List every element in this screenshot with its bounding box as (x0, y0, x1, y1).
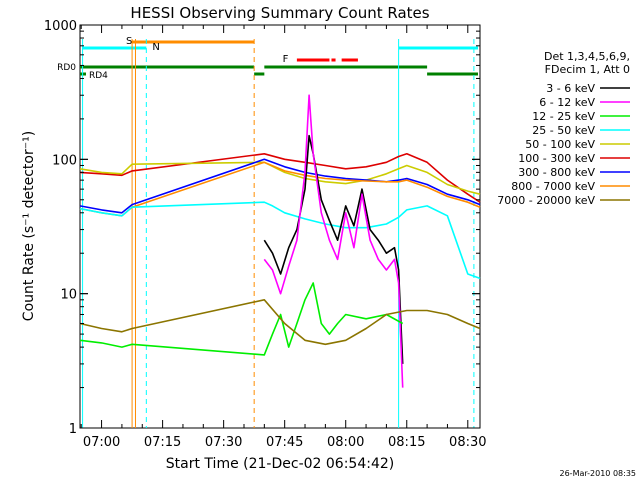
x-tick-label: 07:00 (83, 435, 120, 450)
y-tick-label: 1 (69, 422, 77, 437)
x-axis: 07:00 07:15 07:30 07:45 08:00 08:15 08:30 (80, 25, 487, 450)
series-line (79, 153, 481, 203)
legend-label: 50 - 100 keV (525, 138, 595, 151)
legend-header: FDecim 1, Att 0 (545, 63, 630, 76)
plot-frame (79, 24, 481, 429)
series-lines (79, 94, 481, 388)
legend-label: 7000 - 20000 keV (497, 194, 595, 207)
x-tick-label: 08:15 (388, 435, 425, 450)
legend-label: 6 - 12 keV (539, 96, 595, 109)
legend-label: 25 - 50 keV (532, 124, 595, 137)
x-axis-label: Start Time (21-Dec-02 06:54:42) (166, 456, 394, 472)
y-tick-label: 100 (52, 153, 77, 168)
legend-label: 12 - 25 keV (532, 110, 595, 123)
flag-bars: S N F RD0 RD4 (57, 36, 478, 428)
saa-flag-label: S (126, 36, 132, 47)
flare-flag-label: F (283, 54, 289, 65)
x-tick-label: 08:30 (449, 435, 486, 450)
series-line (79, 282, 404, 356)
chart-title: HESSI Observing Summary Count Rates (130, 4, 429, 22)
night-flag-label: N (152, 42, 159, 53)
x-tick-label: 07:30 (205, 435, 242, 450)
rd0-flag-label: RD0 (57, 63, 76, 73)
rd4-flag-label: RD4 (89, 71, 108, 81)
series-line (79, 158, 481, 214)
legend-label: 100 - 300 keV (518, 152, 595, 165)
legend-label: 3 - 6 keV (546, 82, 595, 95)
timestamp: 26-Mar-2010 08:35 (560, 469, 637, 478)
y-tick-label: 10 (60, 288, 77, 303)
y-axis-label: Count Rate (s⁻¹ detector⁻¹) (21, 131, 37, 321)
series-line (263, 134, 404, 364)
series-line (79, 161, 481, 195)
series-line (79, 201, 481, 280)
plot-area (79, 24, 481, 429)
series-line (79, 298, 481, 346)
y-tick-label: 1000 (44, 19, 77, 34)
legend-label: 300 - 800 keV (518, 166, 595, 179)
series-line (263, 94, 404, 388)
legend-header: Det 1,3,4,5,6,9, (544, 50, 630, 63)
legend-label: 800 - 7000 keV (511, 180, 595, 193)
legend: Det 1,3,4,5,6,9,FDecim 1, Att 0 3 - 6 keV… (497, 50, 630, 207)
x-tick-label: 07:15 (144, 435, 181, 450)
x-tick-label: 07:45 (266, 435, 303, 450)
x-tick-label: 08:00 (327, 435, 364, 450)
y-axis: 1 10 100 1000 (44, 19, 480, 437)
